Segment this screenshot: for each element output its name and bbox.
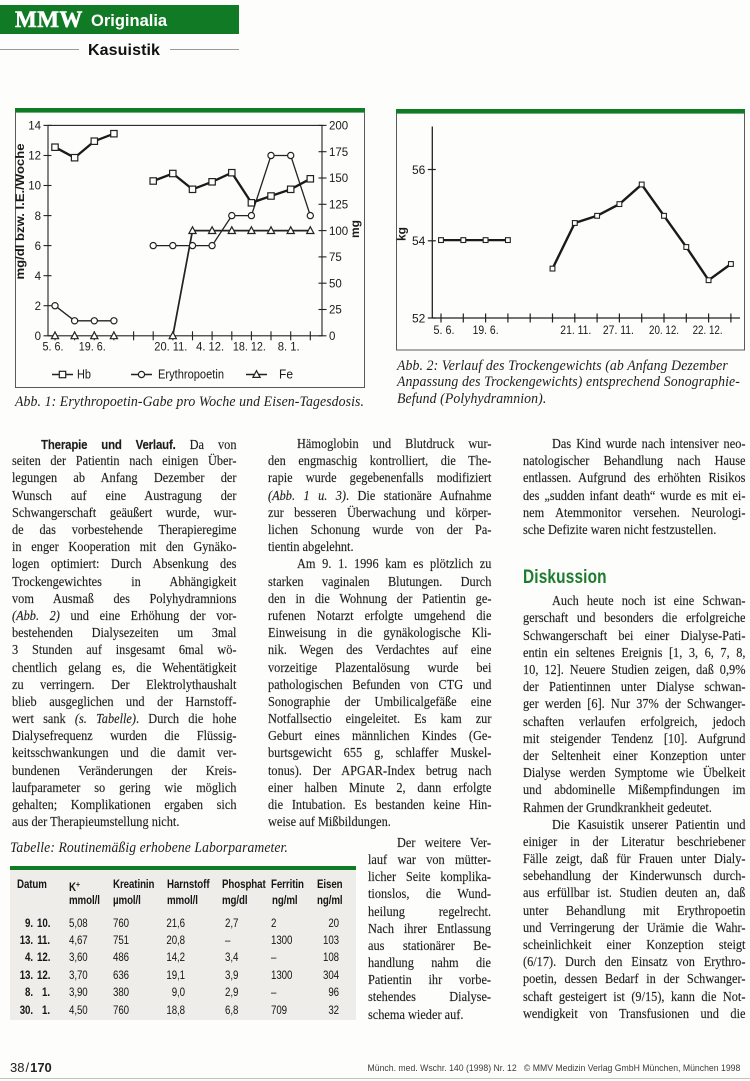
svg-text:4: 4 xyxy=(35,271,42,283)
svg-text:27. 11.: 27. 11. xyxy=(603,323,634,337)
svg-text:kg: kg xyxy=(396,227,409,241)
svg-text:8: 8 xyxy=(35,211,41,223)
svg-text:21. 11.: 21. 11. xyxy=(560,323,591,337)
svg-text:19. 6.: 19. 6. xyxy=(473,323,499,337)
svg-text:22. 12.: 22. 12. xyxy=(693,323,723,337)
svg-text:56: 56 xyxy=(412,163,426,177)
svg-text:54: 54 xyxy=(412,234,426,248)
svg-text:4. 12.: 4. 12. xyxy=(196,342,224,354)
svg-text:mg: mg xyxy=(348,220,362,238)
svg-text:18. 12.: 18. 12. xyxy=(233,342,266,354)
svg-text:52: 52 xyxy=(412,311,426,325)
svg-text:150: 150 xyxy=(329,173,348,185)
svg-text:5. 6.: 5. 6. xyxy=(434,323,455,337)
svg-text:5. 6.: 5. 6. xyxy=(43,342,64,354)
svg-text:0: 0 xyxy=(329,331,335,343)
svg-text:Erythropoetin: Erythropoetin xyxy=(158,368,224,382)
svg-text:10: 10 xyxy=(28,181,41,193)
svg-text:125: 125 xyxy=(329,200,348,212)
svg-text:100: 100 xyxy=(329,226,348,238)
svg-text:25: 25 xyxy=(329,305,342,317)
svg-text:20. 11.: 20. 11. xyxy=(154,342,187,354)
svg-text:19. 6.: 19. 6. xyxy=(79,342,106,354)
svg-text:0: 0 xyxy=(35,331,41,343)
svg-text:50: 50 xyxy=(329,278,342,290)
svg-text:8. 1.: 8. 1. xyxy=(278,342,300,354)
svg-text:14: 14 xyxy=(28,121,41,133)
svg-text:mg/dl bzw. I.E./Woche: mg/dl bzw. I.E./Woche xyxy=(15,143,27,279)
svg-text:2: 2 xyxy=(35,301,41,313)
svg-text:20. 12.: 20. 12. xyxy=(649,323,679,337)
svg-text:Fe: Fe xyxy=(279,368,293,382)
svg-text:Hb: Hb xyxy=(77,368,91,382)
svg-text:6: 6 xyxy=(35,241,41,253)
svg-text:175: 175 xyxy=(329,147,348,159)
svg-text:12: 12 xyxy=(28,151,41,163)
svg-text:75: 75 xyxy=(329,252,342,264)
svg-text:200: 200 xyxy=(329,121,348,133)
